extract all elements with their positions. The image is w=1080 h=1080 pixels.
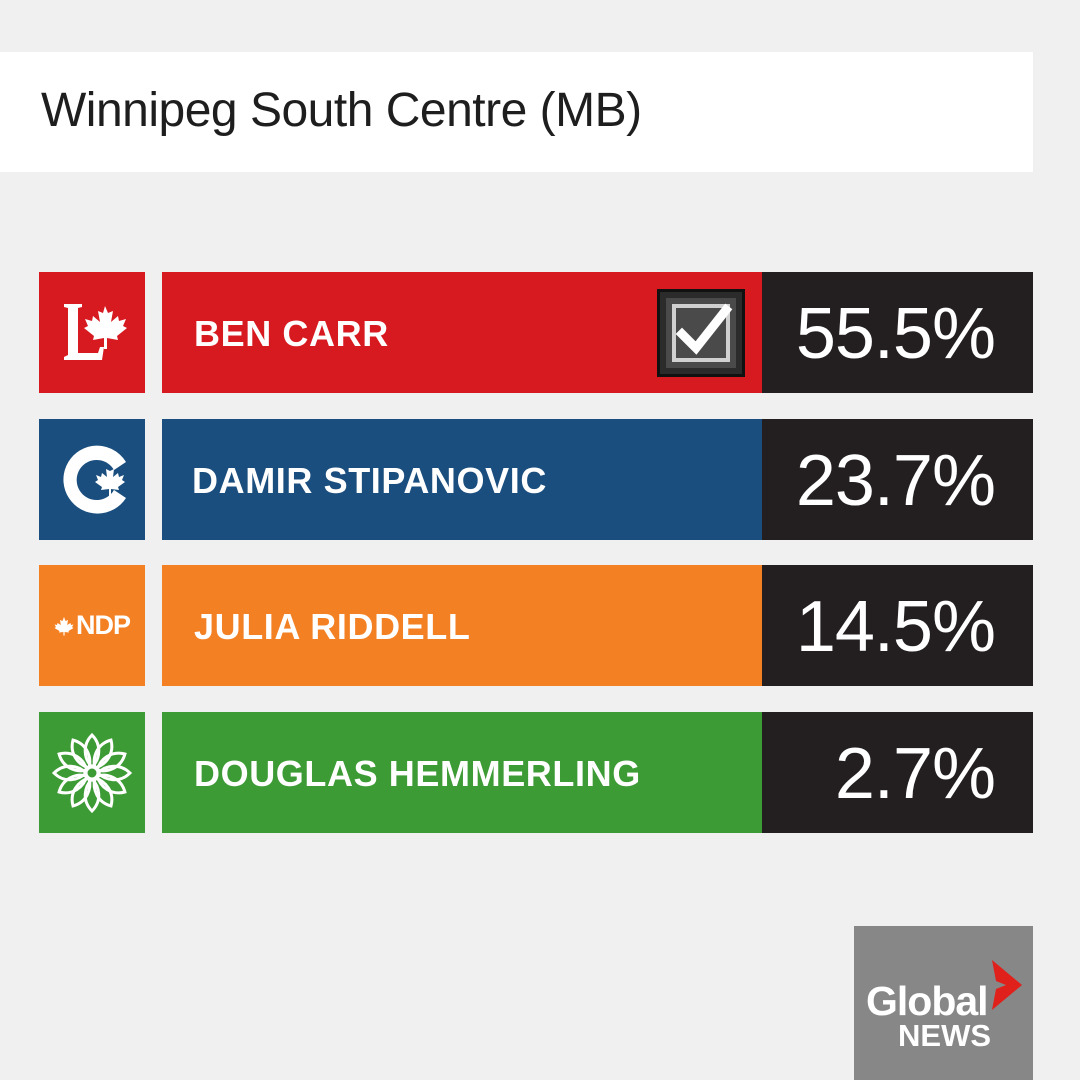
vote-percent: 55.5% xyxy=(795,294,996,374)
candidate-row: NDP JULIA RIDDELL 14.5% xyxy=(0,565,1080,686)
candidate-bar: JULIA RIDDELL xyxy=(162,565,762,686)
page-title: Winnipeg South Centre (MB) xyxy=(41,84,642,137)
green-logo-icon xyxy=(51,732,133,813)
logo-news-text: NEWS xyxy=(898,1018,991,1053)
party-logo xyxy=(39,419,145,540)
candidate-name: DAMIR STIPANOVIC xyxy=(192,460,547,501)
candidate-bar: DOUGLAS HEMMERLING xyxy=(162,712,762,833)
conservative-logo-icon xyxy=(63,445,126,514)
candidate-row: DOUGLAS HEMMERLING 2.7% xyxy=(0,712,1080,833)
percent-box: 2.7% xyxy=(762,712,1033,833)
candidate-name: DOUGLAS HEMMERLING xyxy=(194,753,641,794)
liberal-logo-icon xyxy=(64,303,127,360)
elected-check-icon xyxy=(657,289,745,377)
global-news-logo-icon: Global NEWS xyxy=(854,926,1033,1080)
party-logo xyxy=(39,272,145,393)
candidate-name: JULIA RIDDELL xyxy=(194,606,471,647)
party-logo xyxy=(39,712,145,833)
candidate-row: DAMIR STIPANOVIC 23.7% xyxy=(0,419,1080,540)
chevron-right-icon xyxy=(992,960,1022,1010)
percent-box: 23.7% xyxy=(762,419,1033,540)
candidate-name: BEN CARR xyxy=(194,313,389,354)
percent-box: 14.5% xyxy=(762,565,1033,686)
vote-percent: 23.7% xyxy=(795,441,996,521)
party-logo: NDP xyxy=(39,565,145,686)
ndp-logo-icon: NDP xyxy=(54,610,131,641)
candidate-bar: DAMIR STIPANOVIC xyxy=(162,419,762,540)
candidate-row: BEN CARR 55.5% xyxy=(0,272,1080,393)
vote-percent: 14.5% xyxy=(795,587,996,667)
percent-box: 55.5% xyxy=(762,272,1033,393)
logo-global-text: Global xyxy=(866,978,989,1024)
vote-percent: 2.7% xyxy=(834,734,996,814)
candidate-bar: BEN CARR xyxy=(162,272,762,393)
title-bar: Winnipeg South Centre (MB) xyxy=(0,52,1033,172)
ndp-logo-text: NDP xyxy=(75,610,131,640)
